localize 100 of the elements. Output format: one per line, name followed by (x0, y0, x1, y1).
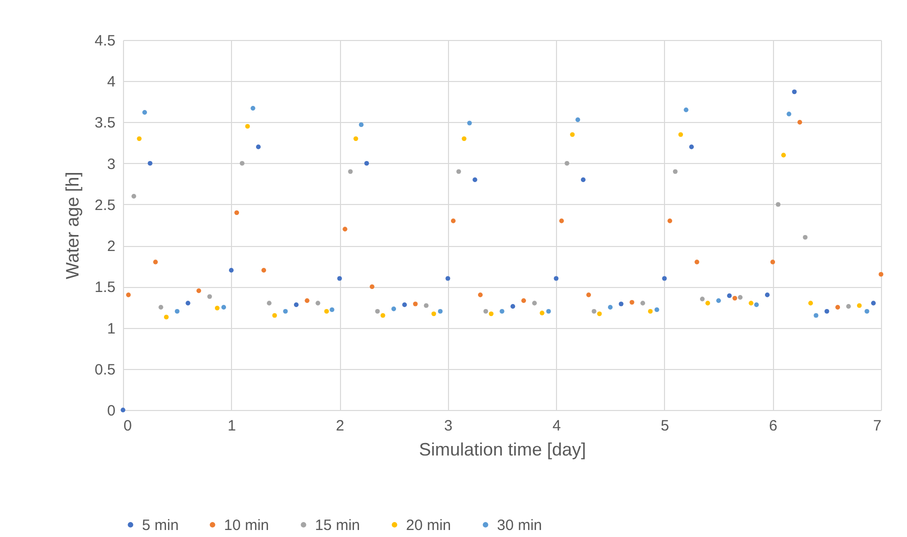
point (446, 276, 450, 281)
point (521, 298, 526, 303)
point (467, 120, 472, 126)
y-tick-label: 0.5 (94, 361, 116, 378)
point (554, 276, 558, 281)
legend-label: 10 min (224, 516, 270, 534)
point (186, 300, 190, 306)
point (364, 160, 369, 166)
y-tick-label: 4 (107, 74, 116, 91)
point (792, 89, 797, 94)
point (214, 306, 220, 310)
point (846, 304, 851, 309)
point (668, 218, 672, 224)
y-tick-label: 4.5 (94, 32, 116, 50)
y-tick-label: 0 (107, 402, 116, 420)
point (597, 311, 602, 316)
point (353, 136, 358, 142)
x-axis-title: Simulation time [day] (418, 440, 586, 460)
point (654, 307, 660, 312)
point (431, 311, 436, 316)
point (148, 160, 152, 166)
point (835, 304, 840, 310)
y-axis-title: Water age [h] (62, 172, 83, 280)
x-tick-label: 1 (228, 418, 236, 434)
y-tick-label: 3 (107, 156, 116, 173)
point (375, 308, 380, 314)
point (488, 311, 494, 316)
x-tick-label: 2 (336, 418, 344, 434)
point (324, 308, 329, 314)
point (221, 304, 226, 310)
point (234, 210, 240, 216)
point (764, 292, 770, 298)
point (648, 308, 653, 314)
legend-label: 5 min (142, 516, 179, 534)
point (738, 295, 743, 300)
point (456, 169, 462, 174)
point (871, 300, 876, 306)
point (727, 293, 732, 298)
point (483, 308, 488, 314)
point (424, 303, 429, 308)
point (748, 300, 754, 306)
point (586, 292, 591, 298)
x-tick-label: 7 (873, 418, 882, 434)
point (316, 300, 320, 306)
point (824, 308, 830, 314)
point (158, 304, 164, 310)
point (413, 302, 418, 306)
point (618, 302, 624, 306)
point (754, 302, 759, 308)
y-tick-label: 2.5 (94, 196, 116, 214)
point (808, 300, 813, 306)
point (570, 132, 575, 137)
point (294, 302, 299, 308)
point (283, 308, 288, 314)
point (575, 117, 580, 122)
point (450, 218, 456, 224)
point (330, 307, 334, 312)
point (245, 124, 250, 129)
point (532, 300, 537, 306)
point (802, 234, 808, 240)
legend-label: 30 min (497, 516, 542, 534)
point (142, 110, 147, 115)
point (814, 313, 818, 318)
point (438, 308, 443, 314)
point (630, 300, 634, 305)
point (348, 169, 353, 174)
point (689, 144, 694, 150)
point (694, 260, 700, 264)
point (540, 310, 544, 316)
point (608, 304, 613, 310)
point (370, 284, 374, 290)
point (240, 160, 244, 166)
point (678, 132, 684, 137)
point (342, 226, 348, 232)
point (261, 268, 266, 273)
point (164, 314, 169, 320)
point (786, 112, 792, 116)
y-tick-label: 2 (107, 238, 116, 256)
point (304, 298, 310, 303)
point (559, 218, 564, 224)
legend-label: 15 min (315, 516, 360, 534)
point (120, 408, 126, 412)
x-tick-label: 4 (552, 418, 561, 434)
x-tick-label: 5 (660, 418, 670, 434)
point (380, 313, 386, 318)
point (462, 136, 466, 142)
point (580, 177, 586, 182)
point (478, 292, 483, 298)
point (500, 308, 504, 314)
point (391, 306, 396, 312)
point (207, 294, 212, 299)
point (592, 308, 596, 314)
point (857, 303, 862, 308)
point (684, 108, 688, 112)
point (402, 302, 407, 308)
point (337, 276, 342, 281)
point (776, 202, 780, 207)
y-tick-label: 1.5 (94, 279, 116, 296)
point (510, 304, 516, 309)
point (564, 160, 570, 166)
